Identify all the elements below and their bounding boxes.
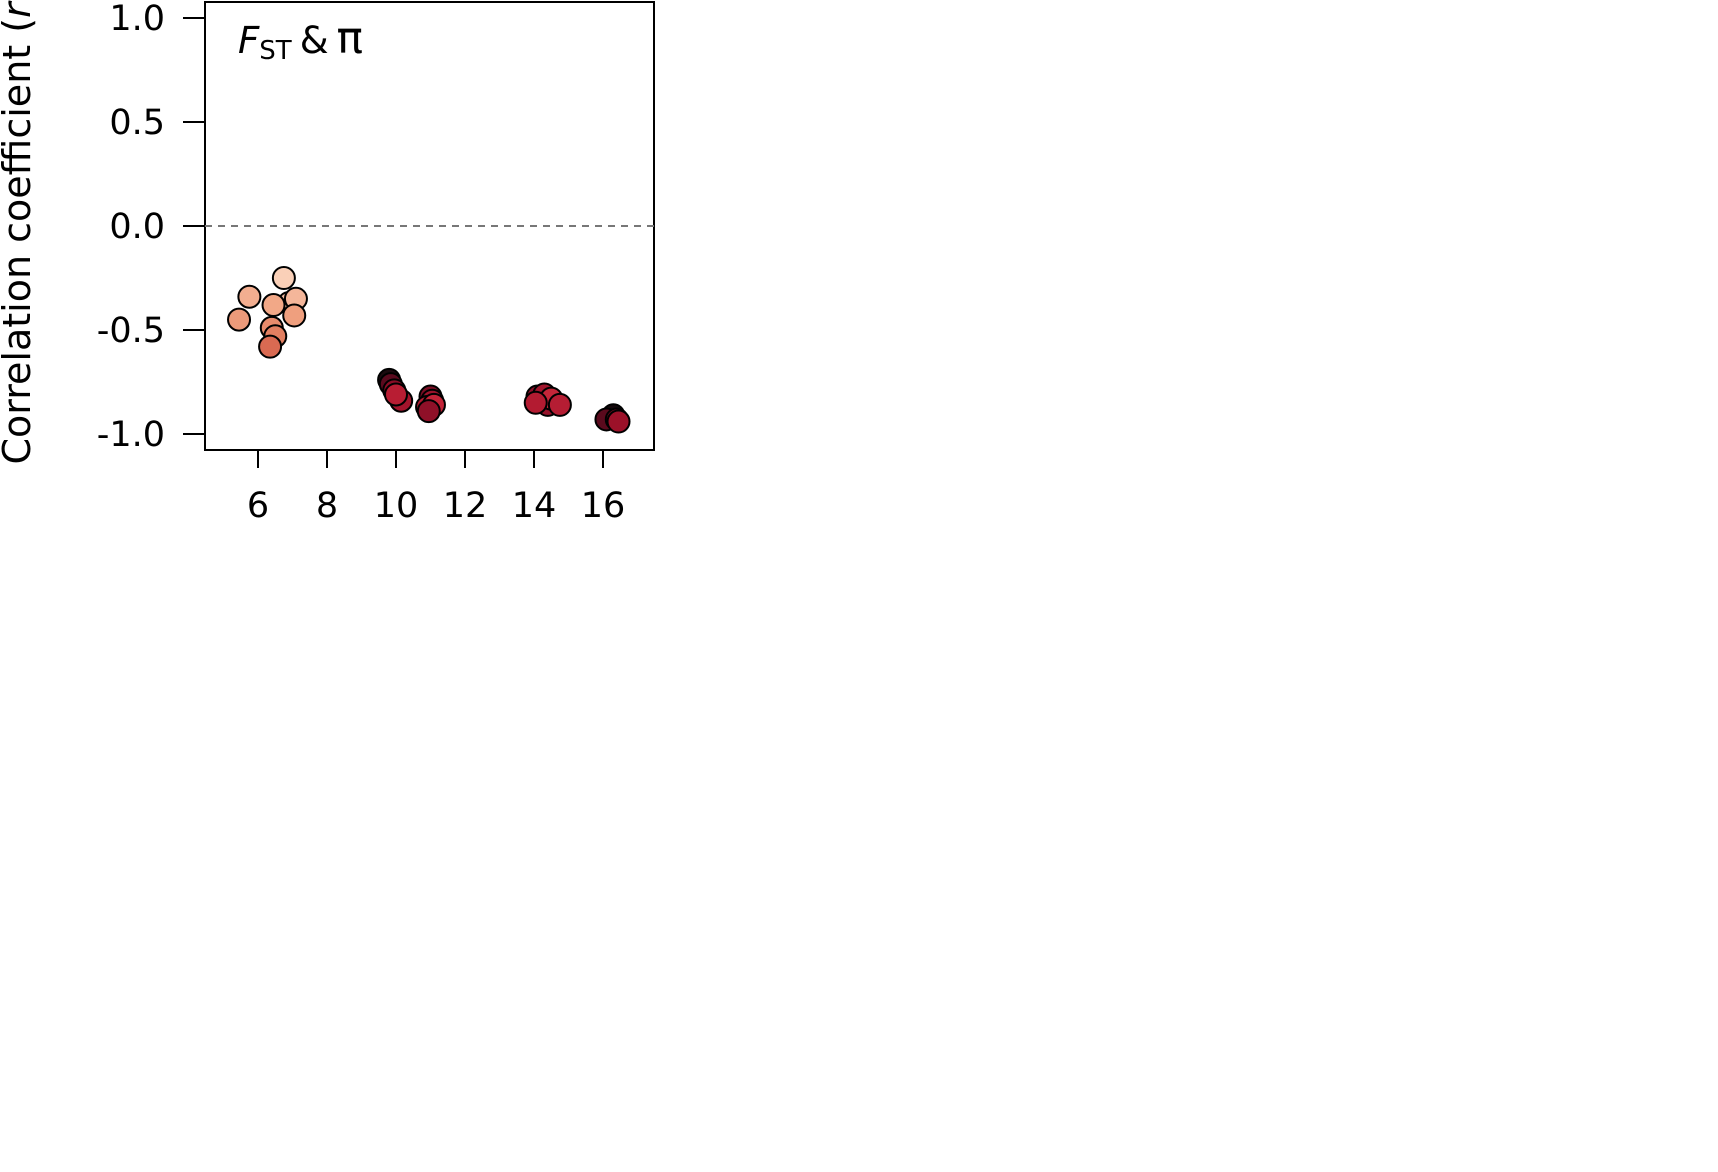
x-tick-label: 10 <box>374 486 419 526</box>
panel-title-amp: & <box>300 19 329 62</box>
data-point <box>547 392 572 417</box>
data-point <box>606 409 631 434</box>
x-tick-label: 6 <box>247 486 269 526</box>
panel-title: FST & π <box>238 13 363 66</box>
panel-title-pi: π <box>337 13 364 64</box>
x-tick-label: 8 <box>316 486 338 526</box>
data-point <box>384 382 408 407</box>
x-axis: 6 8 10 12 14 16 <box>247 450 625 526</box>
y-axis-label-main: Correlation coefficient ( <box>0 18 39 465</box>
y-axis-label-var: r <box>0 0 39 18</box>
data-point <box>416 399 441 424</box>
y-tick-label: 1.0 <box>109 0 165 39</box>
y-axis: 1.0 0.5 0.0 -0.5 -1.0 <box>97 0 205 455</box>
panel-title-f: F <box>238 19 260 62</box>
data-point <box>227 307 252 332</box>
y-tick-label: 0.0 <box>109 207 165 247</box>
x-tick-label: 16 <box>581 486 626 526</box>
y-axis-label-close: ) <box>0 0 39 2</box>
panel-title-sub: ST <box>259 36 292 66</box>
data-points <box>227 266 631 434</box>
data-point <box>271 266 296 290</box>
y-tick-label: 0.5 <box>109 103 165 143</box>
data-point <box>282 303 307 328</box>
x-tick-label: 12 <box>443 486 488 526</box>
y-axis-label: Correlation coefficient (r) <box>0 0 39 465</box>
data-point <box>258 334 283 359</box>
y-tick-label: -0.5 <box>97 311 165 351</box>
data-point <box>237 284 262 309</box>
data-point <box>261 293 286 318</box>
data-point <box>523 390 548 415</box>
y-tick-label: -1.0 <box>97 415 165 455</box>
x-tick-label: 14 <box>512 486 557 526</box>
